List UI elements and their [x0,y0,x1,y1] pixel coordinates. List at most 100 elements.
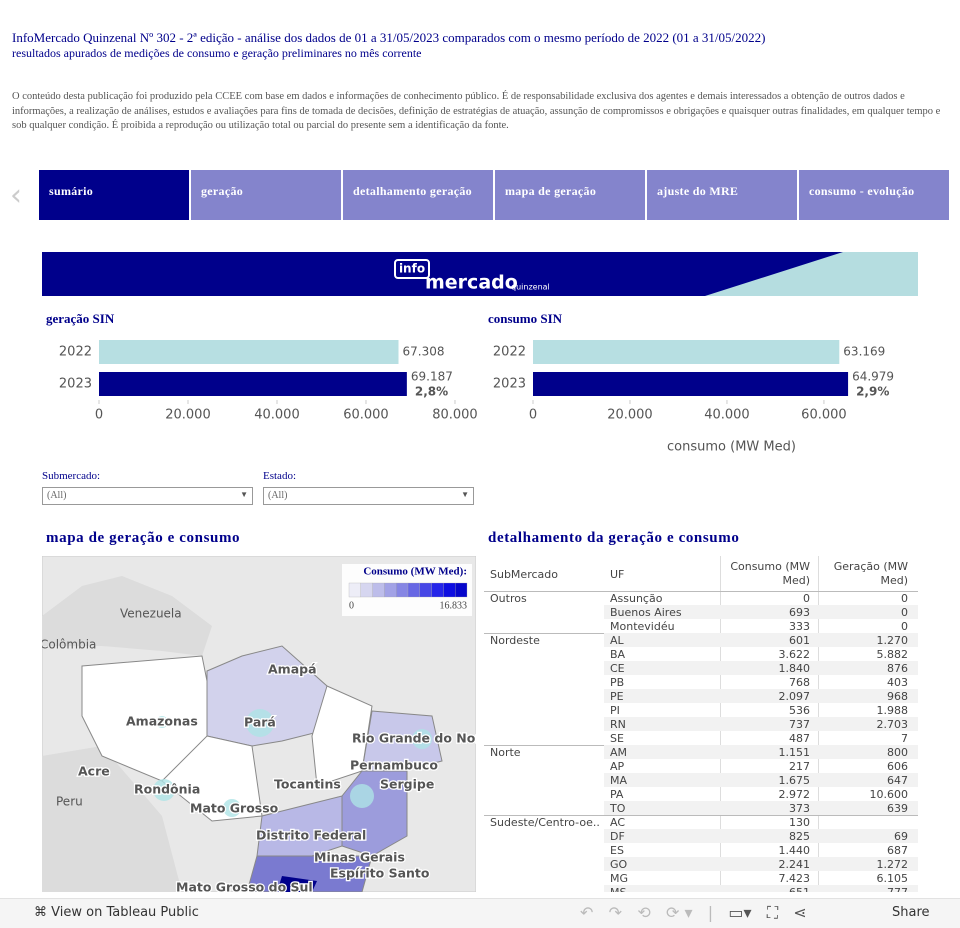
bar [99,340,399,364]
map-label: Venezuela [120,607,182,621]
share[interactable]: Share [892,905,930,920]
table-cell: 825 [789,830,810,843]
growth-label: 2,9% [856,385,889,399]
banner: info mercado quinzenal [42,252,918,296]
table-cell: 7.423 [778,872,811,885]
bar [99,372,407,396]
tab[interactable]: ajuste do MRE [647,170,797,220]
table-cell: 217 [789,760,810,773]
map-label: Tocantins [274,777,341,792]
map-label: Sergipe [380,777,434,792]
group-name: Nordeste [490,634,540,647]
legend-cell [384,582,397,598]
column-header: Consumo (MW Med) [730,560,810,587]
row-shade [604,745,918,759]
table: SubMercado UF Consumo (MW Med) Geração (MW … [484,556,918,892]
table-cell: 687 [887,844,908,857]
legend-cell [455,582,468,598]
prev-arrow[interactable]: ‹ [10,178,22,213]
bar [533,372,849,396]
tab[interactable]: consumo - evolução [799,170,949,220]
table-cell: 6.105 [876,872,909,885]
x-axis-label: consumo (MW Med) [667,440,796,455]
map-label: Minas Gerais [314,850,405,865]
row-shade [604,689,918,703]
table-cell: Assunção [610,592,663,605]
filter-dropdown[interactable]: (All) ▼ [263,487,474,505]
group-name: Norte [490,746,521,759]
map-label: Distrito Federal [256,828,366,843]
table-cell: 2.241 [778,858,811,871]
legend-cell [431,582,444,598]
legend-title: Consumo (MW Med): [363,566,467,578]
table-cell: 639 [887,802,908,815]
table-cell: 2.703 [876,718,909,731]
table-cell: CE [610,662,625,675]
table-cell: BA [610,648,626,661]
table-cell: 0 [901,592,908,605]
tab[interactable]: detalhamento geração [343,170,493,220]
chart-title: consumo SIN [488,311,563,326]
map-label: Espírito Santo [330,866,430,881]
group-name: Sudeste/Centro-oe.. [490,816,600,829]
value-label: 64.979 [852,370,894,384]
table-cell: DF [610,830,625,843]
legend-cell [372,582,385,598]
value-label: 63.169 [843,345,885,359]
map-label: Colômbia [42,638,96,652]
table-cell: 601 [789,634,810,647]
header-subtitle: resultados apurados de medições de consu… [12,46,422,60]
row-shade [604,717,918,731]
table-cell: Montevidéu [610,620,675,633]
legend-cell [419,582,432,598]
growth-label: 2,8% [415,385,448,399]
map-label: Rondônia [134,782,200,797]
row-shade [604,885,918,892]
table-cell: 1.272 [876,858,909,871]
table-cell: AL [610,634,624,647]
tab[interactable]: sumário [39,170,189,220]
table-cell: 3.622 [778,648,811,661]
table-cell: MS [610,886,626,892]
table-cell: 1.151 [778,746,811,759]
table-cell: 130 [789,816,810,829]
x-tick-label: 40.000 [704,408,750,423]
charts: geração SIN 0 20.000 40.000 60.000 80.000 2022… [46,311,894,455]
table-cell: 1.440 [778,844,811,857]
row-shade [604,857,918,871]
filter-dropdown[interactable]: (All) ▼ [42,487,253,505]
table-cell: 373 [789,802,810,815]
category-label: 2023 [59,377,92,392]
view-on-tableau[interactable]: ⌘ View on Tableau Public [34,905,199,920]
footer: ⌘ View on Tableau Public ↶ ↷ ⟲ ⟳ ▾ | ▭▾ … [0,898,960,928]
table-cell: 737 [789,718,810,731]
column-header: UF [610,568,625,581]
filter-label: Estado: [263,470,296,482]
tab[interactable]: mapa de geração [495,170,645,220]
column-header: SubMercado [490,568,558,581]
map-title: mapa de geração e consumo [46,530,241,546]
table-cell: 0 [803,592,810,605]
map-label: Rio Grande do Nor [352,731,476,746]
table-cell: Buenos Aires [610,606,682,619]
banner-info: info [399,262,425,276]
map-label: Amapá [268,662,317,677]
x-tick-label: 40.000 [254,408,300,423]
banner-quinzenal: quinzenal [511,283,550,292]
table-cell: 403 [887,676,908,689]
banner-mercado: mercado [425,272,518,294]
table-title: detalhamento da geração e consumo [488,530,740,546]
group-name: Outros [490,592,527,605]
tab[interactable]: geração [191,170,341,220]
group-rule [484,815,918,816]
row-shade [604,605,918,619]
bar [533,340,840,364]
x-tick-label: 80.000 [432,408,478,423]
table-cell: 693 [789,606,810,619]
table-cell: 0 [901,606,908,619]
row-shade [604,801,918,815]
legend-cell [396,582,409,598]
disclaimer: O conteúdo desta publicação foi produzid… [12,91,941,131]
table-cell: AC [610,816,626,829]
x-tick-label: 0 [529,408,537,423]
